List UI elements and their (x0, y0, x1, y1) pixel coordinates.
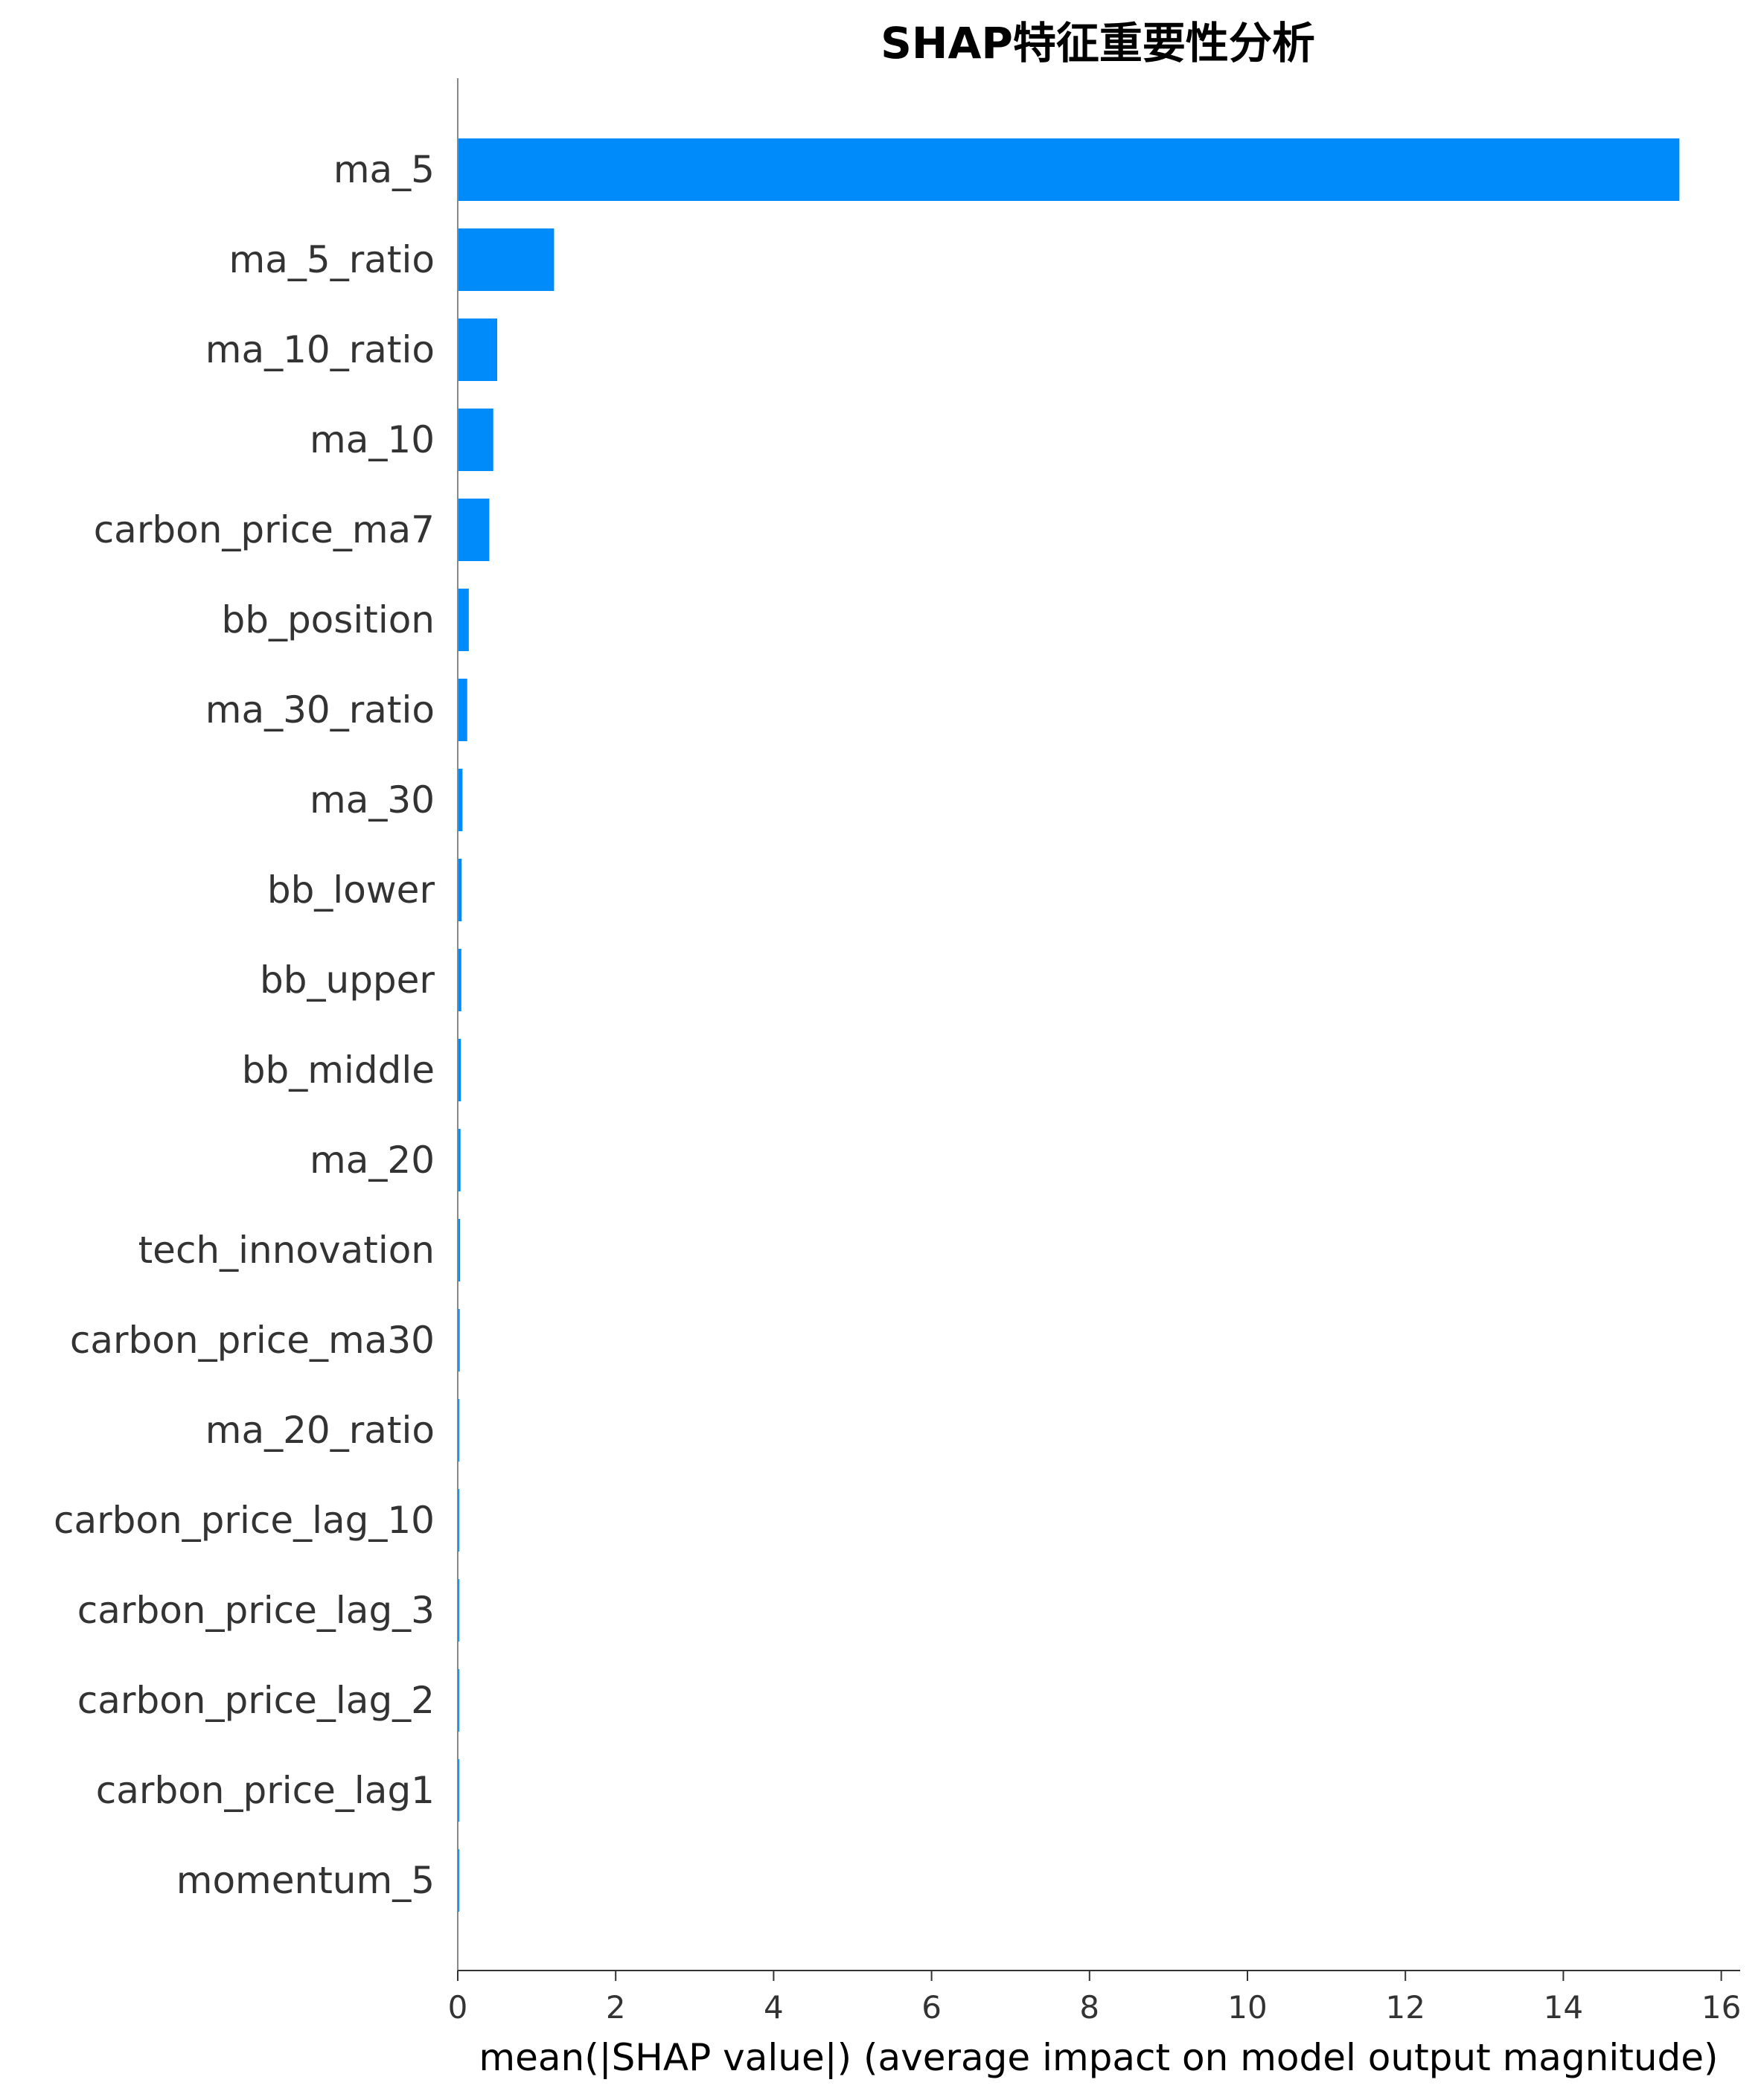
bar-carbon_price_ma7 (458, 499, 490, 561)
category-label-ma_30: ma_30 (310, 778, 435, 822)
x-tick-label-14: 14 (1544, 1989, 1583, 2026)
bar-ma_10_ratio (458, 318, 498, 381)
bar-bb_lower (458, 859, 462, 921)
x-tick-label-10: 10 (1227, 1989, 1267, 2026)
category-labels: ma_5 ma_5_ratio ma_10_ratio ma_10 carbon_pri… (54, 148, 435, 1902)
x-tick-label-16: 16 (1701, 1989, 1741, 2026)
category-label-carbon_price_lag_10: carbon_price_lag_10 (54, 1499, 435, 1542)
x-tick-label-12: 12 (1385, 1989, 1425, 2026)
category-label-carbon_price_lag_2: carbon_price_lag_2 (77, 1679, 435, 1722)
category-label-ma_20_ratio: ma_20_ratio (205, 1409, 435, 1452)
bar-ma_5_ratio (458, 228, 555, 291)
category-label-ma_10_ratio: ma_10_ratio (205, 328, 435, 371)
category-label-carbon_price_lag1: carbon_price_lag1 (96, 1769, 435, 1812)
bar-tech_innovation (458, 1219, 461, 1281)
bar-ma_5 (458, 138, 1680, 201)
x-tick-label-2: 2 (606, 1989, 626, 2026)
x-axis-label: mean(|SHAP value|) (average impact on mo… (479, 2036, 1718, 2079)
category-label-carbon_price_ma30: carbon_price_ma30 (70, 1319, 435, 1362)
x-tick-label-0: 0 (448, 1989, 468, 2026)
bar-ma_20 (458, 1129, 461, 1191)
category-label-ma_20: ma_20 (310, 1139, 435, 1182)
bar-bb_upper (458, 949, 461, 1011)
category-label-ma_5_ratio: ma_5_ratio (229, 238, 435, 281)
bar-ma_30 (458, 769, 463, 831)
category-label-bb_lower: bb_lower (267, 868, 435, 912)
bar-bb_middle (458, 1039, 461, 1101)
category-label-bb_middle: bb_middle (242, 1049, 435, 1092)
bar-carbon_price_ma30 (458, 1309, 460, 1371)
category-label-momentum_5: momentum_5 (176, 1859, 435, 1902)
bar-ma_30_ratio (458, 679, 467, 741)
x-tick-label-4: 4 (764, 1989, 784, 2026)
bar-ma_20_ratio (458, 1399, 460, 1462)
category-label-tech_innovation: tech_innovation (138, 1229, 435, 1272)
chart-title: SHAP特征重要性分析 (881, 18, 1315, 68)
category-label-bb_position: bb_position (221, 598, 435, 641)
bars-layer (458, 138, 1680, 1912)
category-label-carbon_price_lag_3: carbon_price_lag_3 (77, 1589, 435, 1632)
x-ticks: 0 2 4 6 8 10 12 14 16 (448, 1971, 1741, 2026)
x-tick-label-6: 6 (921, 1989, 942, 2026)
category-label-ma_30_ratio: ma_30_ratio (205, 688, 435, 732)
bar-ma_10 (458, 409, 493, 471)
bar-bb_position (458, 589, 469, 651)
x-tick-label-8: 8 (1079, 1989, 1099, 2026)
category-label-ma_10: ma_10 (310, 418, 435, 461)
category-label-ma_5: ma_5 (333, 148, 435, 191)
category-label-carbon_price_ma7: carbon_price_ma7 (94, 508, 435, 551)
category-label-bb_upper: bb_upper (260, 958, 435, 1002)
